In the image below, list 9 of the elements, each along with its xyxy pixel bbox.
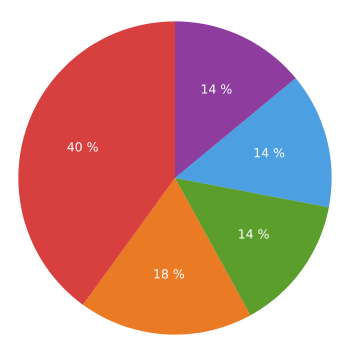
pie-slice	[18, 21, 175, 305]
data-label: 14 %	[202, 84, 232, 94]
pie-slice	[175, 78, 332, 208]
data-label: 14 %	[254, 148, 284, 158]
pie-slice	[175, 21, 296, 178]
pie-slice	[175, 178, 329, 316]
data-label: 14 %	[239, 229, 269, 239]
data-label: 40 %	[67, 142, 98, 152]
data-label: 18 %	[154, 269, 184, 279]
